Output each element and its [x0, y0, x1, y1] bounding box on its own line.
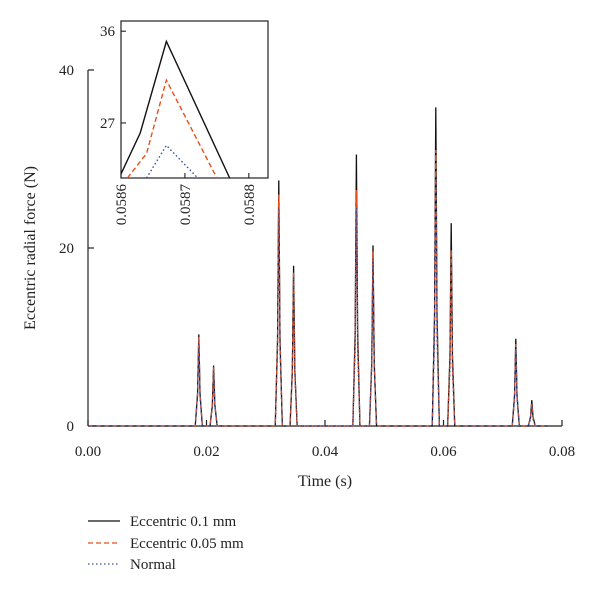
y-tick-label: 40 — [59, 63, 74, 79]
series-line-normal — [88, 176, 548, 427]
main-ticks: 0.00 0.02 0.04 0.06 0.08 0 20 40 — [59, 63, 575, 460]
x-tick-label: 0.08 — [549, 444, 575, 460]
inset-lines — [120, 39, 231, 179]
x-tick-label: 0.00 — [75, 444, 101, 460]
x-axis-title: Time (s) — [298, 473, 352, 490]
y-tick-label: 0 — [67, 419, 75, 435]
y-axis-title: Eccentric radial force (N) — [22, 166, 39, 330]
inset-series-line-eccentric-0-1-mm — [120, 39, 231, 179]
series-line-eccentric-0-05-mm — [88, 150, 548, 427]
legend-label-eccentric-0-1mm: Eccentric 0.1 mm — [130, 514, 237, 530]
inset-y-tick-label: 27 — [100, 116, 116, 132]
inset-y-tick-label: 36 — [100, 24, 116, 40]
inset-frame — [120, 20, 269, 179]
legend-label-eccentric-0-05mm: Eccentric 0.05 mm — [130, 536, 244, 552]
x-tick-label: 0.06 — [430, 444, 457, 460]
inset-series-line-normal — [145, 144, 199, 179]
x-tick-label: 0.02 — [193, 444, 219, 460]
inset-ticks: 0.0586 0.0587 0.0588 27 36 — [100, 24, 258, 225]
inset-series-line-eccentric-0-05-mm — [126, 78, 218, 179]
legend: Eccentric 0.1 mm Eccentric 0.05 mm Norma… — [88, 514, 244, 573]
inset-x-tick-label: 0.0587 — [178, 184, 194, 226]
inset-zoom-panel: 0.0586 0.0587 0.0588 27 36 — [100, 20, 269, 225]
y-tick-label: 20 — [59, 241, 74, 257]
inset-x-tick-label: 0.0588 — [242, 184, 258, 225]
main-lines — [88, 107, 548, 427]
legend-label-normal: Normal — [130, 557, 176, 573]
x-tick-label: 0.04 — [312, 444, 339, 460]
inset-x-tick-label: 0.0586 — [114, 184, 130, 226]
